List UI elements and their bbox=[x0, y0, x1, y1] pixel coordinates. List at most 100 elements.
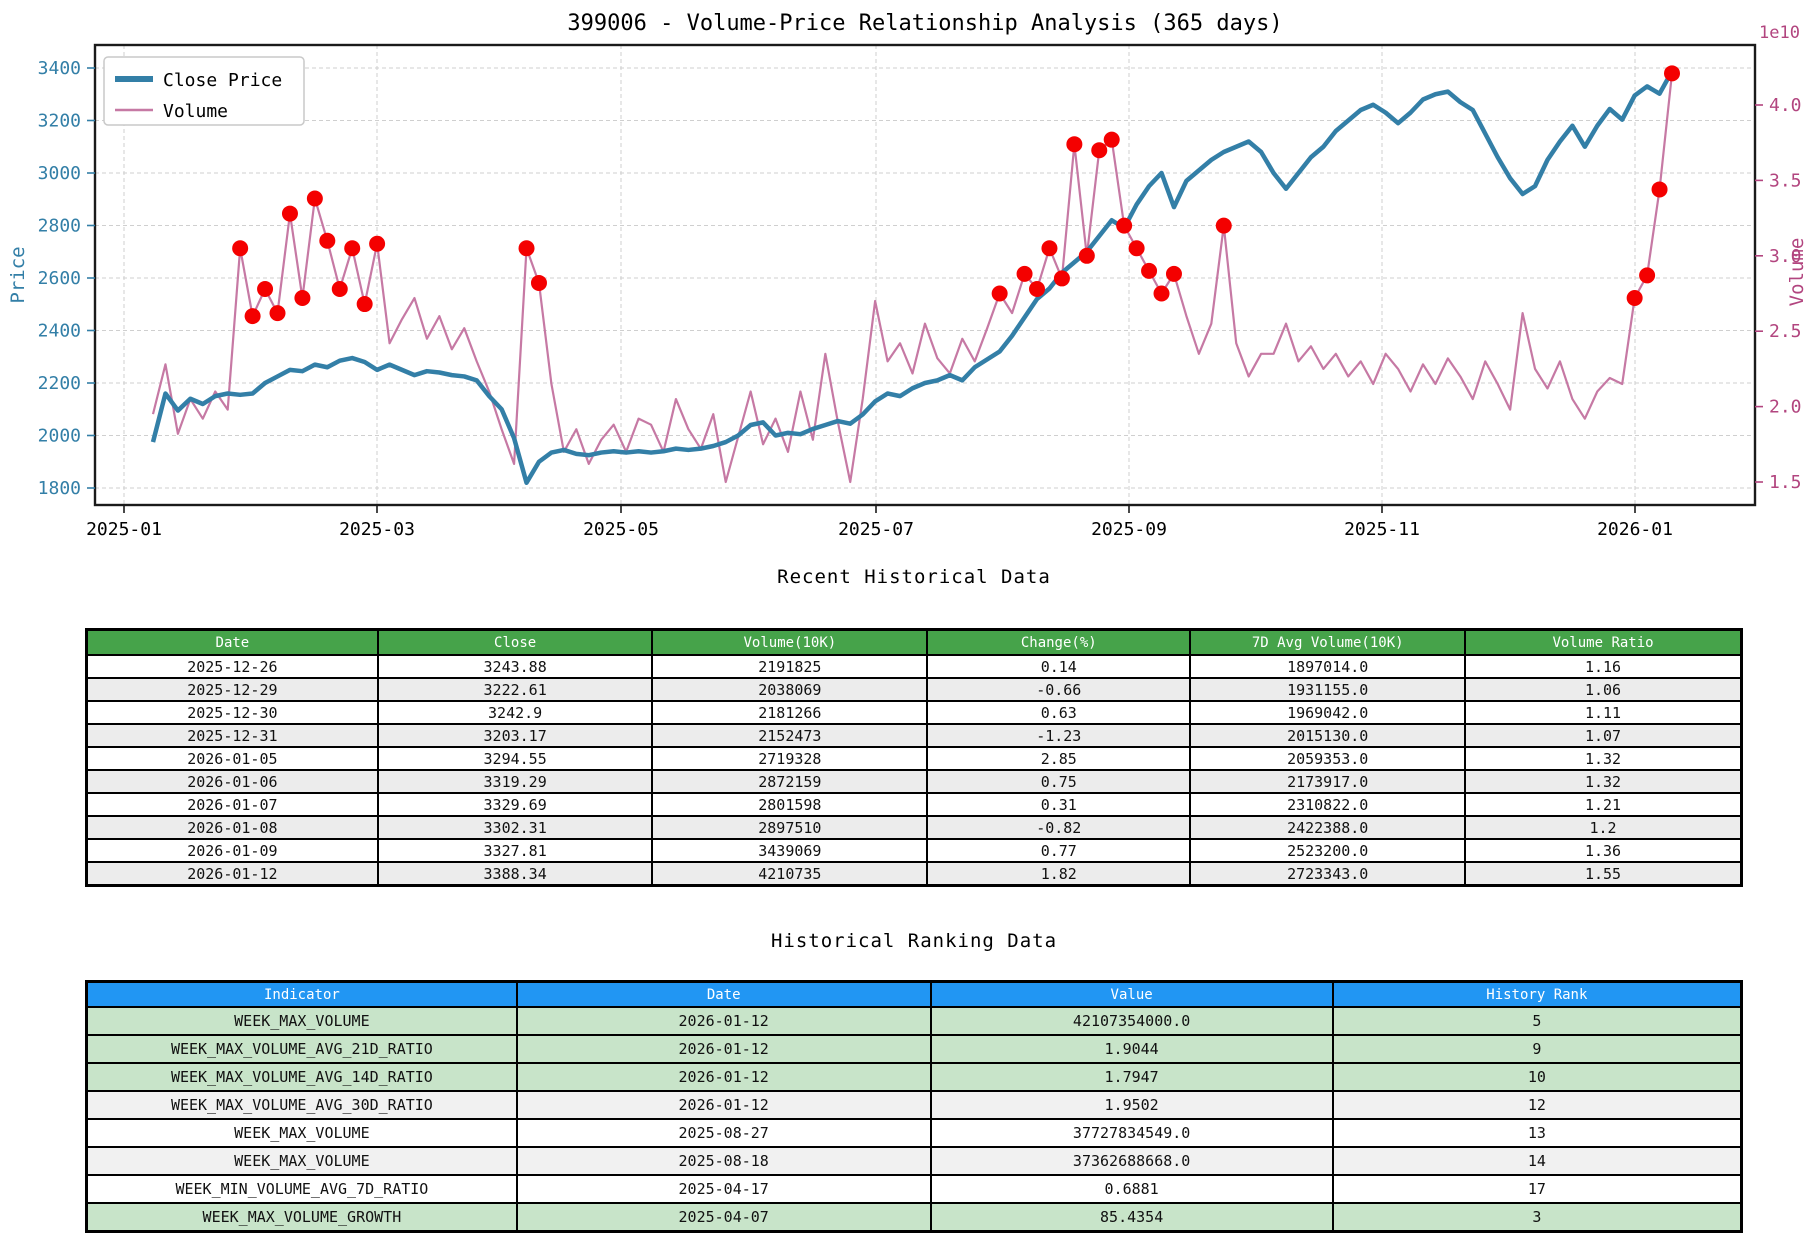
price-tick-label: 3400 bbox=[38, 58, 81, 79]
anomaly-dot bbox=[1066, 136, 1083, 153]
table-cell: 2025-12-30 bbox=[85, 700, 379, 725]
table-cell: 1.11 bbox=[1464, 700, 1743, 725]
table-cell: 37727834549.0 bbox=[929, 1118, 1334, 1148]
table-cell: 1.9044 bbox=[929, 1034, 1334, 1064]
table-cell: 2026-01-12 bbox=[85, 861, 379, 887]
table-cell: 3242.9 bbox=[376, 700, 654, 725]
table-cell: 3319.29 bbox=[376, 769, 654, 794]
legend-box bbox=[103, 56, 305, 126]
table-cell: 3243.88 bbox=[376, 654, 654, 679]
table-cell: 1.7947 bbox=[929, 1062, 1334, 1092]
anomaly-dot bbox=[1078, 247, 1095, 264]
table-cell: 2026-01-06 bbox=[85, 769, 379, 794]
table-cell: 1.82 bbox=[926, 861, 1192, 887]
table-cell: 2026-01-12 bbox=[515, 1090, 932, 1120]
anomaly-dot bbox=[991, 285, 1008, 302]
legend-volume-label: Volume bbox=[163, 101, 228, 122]
table-cell: 1.32 bbox=[1464, 746, 1743, 771]
table-cell: 2026-01-12 bbox=[515, 1006, 932, 1036]
table-row: WEEK_MAX_VOLUME 2025-08-18 37362688668.0 14 bbox=[85, 1146, 1743, 1176]
table-cell: 1931155.0 bbox=[1189, 677, 1467, 702]
anomaly-dot bbox=[319, 232, 336, 249]
table-cell: 2422388.0 bbox=[1189, 815, 1467, 840]
anomaly-dot bbox=[369, 235, 386, 252]
table-cell: 3 bbox=[1331, 1202, 1743, 1233]
table-cell: 2026-01-05 bbox=[85, 746, 379, 771]
anomaly-dot bbox=[356, 296, 373, 313]
x-tick-label: 2026-01 bbox=[1597, 519, 1673, 540]
x-tick-label: 2025-01 bbox=[86, 519, 162, 540]
anomaly-dot bbox=[232, 240, 249, 257]
table-row: 2025-12-31 3203.17 2152473 -1.23 2015130.0 1.… bbox=[85, 723, 1743, 748]
table-cell: 2181266 bbox=[651, 700, 929, 725]
table-cell: 2026-01-12 bbox=[515, 1062, 932, 1092]
table-cell: 2897510 bbox=[651, 815, 929, 840]
table-cell: 1.21 bbox=[1464, 792, 1743, 817]
legend: Close Price Volume bbox=[103, 56, 305, 126]
anomaly-dot bbox=[1215, 217, 1232, 234]
table-cell: 12 bbox=[1331, 1090, 1743, 1120]
table-cell: 10 bbox=[1331, 1062, 1743, 1092]
table-cell: 3439069 bbox=[651, 838, 929, 863]
column-header: 7D Avg Volume(10K) bbox=[1189, 628, 1467, 656]
anomaly-dot bbox=[1116, 217, 1133, 234]
table-cell: 2523200.0 bbox=[1189, 838, 1467, 863]
table-row: 2026-01-06 3319.29 2872159 0.75 2173917.0 1.3… bbox=[85, 769, 1743, 794]
volume-price-chart: 2025-01 2025-03 2025-05 2025-07 2025-09 2025-… bbox=[0, 0, 1818, 550]
table-cell: 1.07 bbox=[1464, 723, 1743, 748]
table-cell: WEEK_MIN_VOLUME_AVG_7D_RATIO bbox=[85, 1174, 518, 1204]
x-tick-label: 2025-03 bbox=[339, 519, 415, 540]
table-cell: -0.66 bbox=[926, 677, 1192, 702]
table-cell: WEEK_MAX_VOLUME_AVG_21D_RATIO bbox=[85, 1034, 518, 1064]
table-cell: 1969042.0 bbox=[1189, 700, 1467, 725]
table-row: 2026-01-08 3302.31 2897510 -0.82 2422388.0 1.… bbox=[85, 815, 1743, 840]
table-row: WEEK_MAX_VOLUME_AVG_14D_RATIO 2026-01-12 1… bbox=[85, 1062, 1743, 1092]
anomaly-dot bbox=[344, 240, 361, 257]
table-cell: 3329.69 bbox=[376, 792, 654, 817]
anomaly-dot bbox=[1128, 240, 1145, 257]
historical-ranking-table: Indicator Date Value History Rank WEEK_MAX_V… bbox=[85, 980, 1743, 1233]
table-row: 2026-01-09 3327.81 3439069 0.77 2523200.0 1.3… bbox=[85, 838, 1743, 863]
table-cell: 0.6881 bbox=[929, 1174, 1334, 1204]
table-cell: 2026-01-12 bbox=[515, 1034, 932, 1064]
column-header: History Rank bbox=[1331, 980, 1743, 1008]
table-cell: WEEK_MAX_VOLUME_AVG_30D_RATIO bbox=[85, 1090, 518, 1120]
table-cell: 0.31 bbox=[926, 792, 1192, 817]
volume-tick-label: 3.5 bbox=[1769, 170, 1802, 191]
table-cell: 1897014.0 bbox=[1189, 654, 1467, 679]
table-cell: 85.4354 bbox=[929, 1202, 1334, 1233]
table-cell: 1.32 bbox=[1464, 769, 1743, 794]
table-row: 2025-12-29 3222.61 2038069 -0.66 1931155.0 1.… bbox=[85, 677, 1743, 702]
volume-line bbox=[151, 73, 1674, 484]
anomaly-dot bbox=[1141, 262, 1158, 279]
anomaly-dot bbox=[1103, 131, 1120, 148]
table-cell: 3294.55 bbox=[376, 746, 654, 771]
recent-table-title: Recent Historical Data bbox=[777, 566, 1051, 588]
anomaly-dot bbox=[306, 190, 323, 207]
column-header: Indicator bbox=[85, 980, 518, 1008]
table-cell: 9 bbox=[1331, 1034, 1743, 1064]
table-cell: 37362688668.0 bbox=[929, 1146, 1334, 1176]
table-row: WEEK_MAX_VOLUME_AVG_21D_RATIO 2026-01-12 1… bbox=[85, 1034, 1743, 1064]
price-tick-label: 2800 bbox=[38, 216, 81, 237]
table-cell: WEEK_MAX_VOLUME_AVG_14D_RATIO bbox=[85, 1062, 518, 1092]
table-cell: WEEK_MAX_VOLUME_GROWTH bbox=[85, 1202, 518, 1233]
table-row: WEEK_MAX_VOLUME_GROWTH 2025-04-07 85.4354 3 bbox=[85, 1202, 1743, 1233]
price-tick-label: 2000 bbox=[38, 426, 81, 447]
anomaly-dot bbox=[1091, 142, 1108, 159]
column-header: Date bbox=[85, 628, 379, 656]
table-header-row: Indicator Date Value History Rank bbox=[85, 980, 1743, 1008]
table-cell: WEEK_MAX_VOLUME bbox=[85, 1146, 518, 1176]
anomaly-dot bbox=[281, 205, 298, 222]
axis-offset-label: 1e10 bbox=[1759, 23, 1800, 43]
table-row: WEEK_MIN_VOLUME_AVG_7D_RATIO 2025-04-17 0.… bbox=[85, 1174, 1743, 1204]
table-row: 2025-12-26 3243.88 2191825 0.14 1897014.0 1.1… bbox=[85, 654, 1743, 679]
table-cell: 0.75 bbox=[926, 769, 1192, 794]
table-cell: 2015130.0 bbox=[1189, 723, 1467, 748]
anomaly-dot bbox=[1626, 290, 1643, 307]
table-cell: 2152473 bbox=[651, 723, 929, 748]
table-cell: WEEK_MAX_VOLUME bbox=[85, 1118, 518, 1148]
anomaly-dot bbox=[1016, 265, 1033, 282]
table-row: 2025-12-30 3242.9 2181266 0.63 1969042.0 1.11 bbox=[85, 700, 1743, 725]
